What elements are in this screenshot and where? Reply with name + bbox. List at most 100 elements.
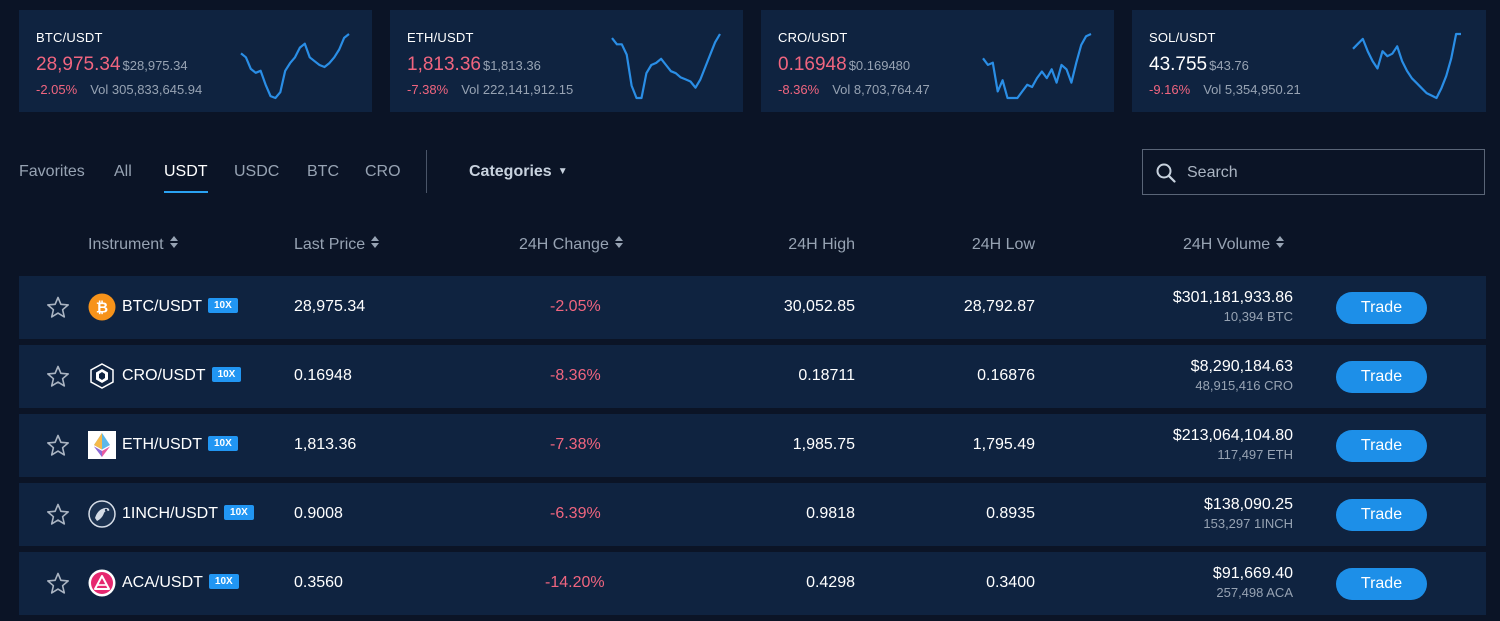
categories-dropdown[interactable]: Categories ▼ xyxy=(469,163,568,181)
ticker-volume: Vol 5,354,950.21 xyxy=(1203,82,1301,97)
ticker-card-eth[interactable]: ETH/USDT 1,813.36 $1,813.36 -7.38% Vol 222… xyxy=(390,10,743,112)
low-value: 28,792.87 xyxy=(963,298,1035,315)
high-value: 0.4298 xyxy=(806,574,855,591)
star-icon[interactable] xyxy=(46,572,70,595)
sparkline-chart xyxy=(1352,32,1461,100)
trade-button[interactable]: Trade xyxy=(1336,430,1427,462)
ticker-price: 0.16948 xyxy=(778,54,847,75)
aca-icon xyxy=(88,569,116,597)
categories-label: Categories xyxy=(469,163,552,180)
eth-icon xyxy=(88,431,116,459)
change-value: -8.36% xyxy=(550,367,601,384)
header-last-price[interactable]: Last Price xyxy=(294,236,380,254)
last-price: 0.3560 xyxy=(294,574,343,591)
tab-usdt[interactable]: USDT xyxy=(164,163,208,193)
trade-button[interactable]: Trade xyxy=(1336,499,1427,531)
volume-usd: $138,090.25 xyxy=(1204,496,1293,513)
volume-usd: $213,064,104.80 xyxy=(1172,427,1293,444)
table-row[interactable]: 1INCH/USDT 10X 0.9008 -6.39% 0.9818 0.893… xyxy=(19,483,1486,546)
sparkline-chart xyxy=(982,32,1092,100)
instrument-pair: ETH/USDT xyxy=(122,436,202,453)
instrument-pair: BTC/USDT xyxy=(122,298,202,315)
volume-base: 117,497 ETH xyxy=(1217,447,1293,462)
ticker-card-cro[interactable]: CRO/USDT 0.16948 $0.169480 -8.36% Vol 8,70… xyxy=(761,10,1114,112)
table-row[interactable]: ETH/USDT 10X 1,813.36 -7.38% 1,985.75 1,7… xyxy=(19,414,1486,477)
ticker-price: 1,813.36 xyxy=(407,54,481,75)
instrument-pair: CRO/USDT xyxy=(122,367,206,384)
low-value: 0.16876 xyxy=(977,367,1035,384)
table-row[interactable]: ACA/USDT 10X 0.3560 -14.20% 0.4298 0.3400… xyxy=(19,552,1486,615)
sparkline xyxy=(1352,32,1461,100)
star-icon[interactable] xyxy=(46,503,70,526)
volume-cell: $213,064,104.80 117,497 ETH xyxy=(1173,427,1293,462)
search-icon xyxy=(1156,163,1176,183)
ticker-pair: CRO/USDT xyxy=(778,30,848,45)
low-value: 0.8935 xyxy=(986,505,1035,522)
volume-base: 153,297 1INCH xyxy=(1203,516,1293,531)
header-24h-volume-label: 24H Volume xyxy=(1183,236,1271,253)
table-header: Instrument Last Price 24H Change 24H Hig… xyxy=(0,236,1500,258)
tab-btc[interactable]: BTC xyxy=(307,163,339,180)
sparkline xyxy=(240,33,350,100)
sort-icon xyxy=(1276,236,1285,248)
leverage-badge: 10X xyxy=(224,505,254,520)
change-value: -14.20% xyxy=(545,574,605,591)
ticker-price: 43.755 xyxy=(1149,54,1208,75)
sort-icon xyxy=(169,236,178,248)
instrument-pair: ACA/USDT xyxy=(122,574,203,591)
instrument-name: 1INCH/USDT 10X xyxy=(122,505,254,523)
ticker-card-sol[interactable]: SOL/USDT 43.755 $43.76 -9.16% Vol 5,354,95… xyxy=(1132,10,1486,112)
header-instrument-label: Instrument xyxy=(88,236,164,253)
low-value: 1,795.49 xyxy=(972,436,1035,453)
star-icon[interactable] xyxy=(46,434,70,457)
volume-cell: $301,181,933.86 10,394 BTC xyxy=(1173,289,1293,324)
change-value: -6.39% xyxy=(550,505,601,522)
1inch-icon xyxy=(88,500,116,528)
ticker-volume: Vol 222,141,912.15 xyxy=(461,82,574,97)
tab-cro[interactable]: CRO xyxy=(365,163,401,180)
ticker-pair: SOL/USDT xyxy=(1149,30,1216,45)
instrument-name: ETH/USDT 10X xyxy=(122,436,238,454)
header-24h-change[interactable]: 24H Change xyxy=(519,236,623,254)
high-value: 30,052.85 xyxy=(783,298,855,315)
header-last-price-label: Last Price xyxy=(294,236,366,253)
trade-button[interactable]: Trade xyxy=(1336,292,1427,324)
last-price: 28,975.34 xyxy=(294,298,366,315)
volume-usd: $8,290,184.63 xyxy=(1190,358,1293,375)
sort-icon xyxy=(371,236,380,248)
header-24h-volume[interactable]: 24H Volume xyxy=(1183,236,1285,254)
tab-usdc[interactable]: USDC xyxy=(234,163,280,180)
instrument-name: CRO/USDT 10X xyxy=(122,367,242,385)
star-icon[interactable] xyxy=(46,365,70,388)
trade-button[interactable]: Trade xyxy=(1336,568,1427,600)
star-icon[interactable] xyxy=(46,296,70,319)
caret-down-icon: ▼ xyxy=(557,166,568,177)
header-24h-high: 24H High xyxy=(788,236,855,253)
table-row[interactable]: ₿ BTC/USDT 10X 28,975.34 -2.05% 30,052.85… xyxy=(19,276,1486,339)
table-row[interactable]: CRO/USDT 10X 0.16948 -8.36% 0.18711 0.168… xyxy=(19,345,1486,408)
instrument-name: ACA/USDT 10X xyxy=(122,574,239,592)
cro-icon xyxy=(90,363,114,389)
last-price: 1,813.36 xyxy=(294,436,357,453)
volume-cell: $8,290,184.63 48,915,416 CRO xyxy=(1191,358,1293,393)
change-value: -2.05% xyxy=(550,298,601,315)
tab-all[interactable]: All xyxy=(114,163,132,180)
instrument-name: BTC/USDT 10X xyxy=(122,298,238,316)
search-input[interactable] xyxy=(1185,150,1479,196)
header-24h-change-label: 24H Change xyxy=(519,236,609,253)
volume-cell: $138,090.25 153,297 1INCH xyxy=(1203,496,1293,531)
leverage-badge: 10X xyxy=(208,574,239,589)
sparkline-chart xyxy=(611,33,721,100)
search-box[interactable] xyxy=(1142,149,1485,196)
header-24h-low: 24H Low xyxy=(971,236,1035,253)
ticker-card-btc[interactable]: BTC/USDT 28,975.34 $28,975.34 -2.05% Vol 3… xyxy=(19,10,372,112)
header-instrument[interactable]: Instrument xyxy=(88,236,178,254)
trade-button[interactable]: Trade xyxy=(1336,361,1427,393)
leverage-badge: 10X xyxy=(208,298,238,313)
volume-base: 48,915,416 CRO xyxy=(1195,378,1293,393)
instrument-pair: 1INCH/USDT xyxy=(122,505,219,522)
market-table: ₿ BTC/USDT 10X 28,975.34 -2.05% 30,052.85… xyxy=(19,276,1486,621)
ticker-change: -2.05% xyxy=(36,82,78,97)
tab-favorites[interactable]: Favorites xyxy=(19,163,85,180)
volume-base: 257,498 ACA xyxy=(1216,585,1293,600)
